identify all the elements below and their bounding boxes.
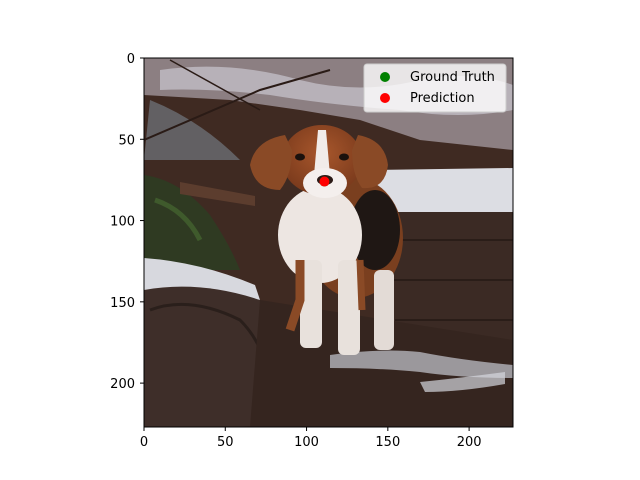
x-axis: 0 50 100 150 200 <box>140 427 482 450</box>
legend-marker-prediction <box>380 93 390 103</box>
axes-frame <box>143 57 514 428</box>
y-tick-label: 150 <box>110 296 135 311</box>
x-tick-label: 150 <box>375 435 400 450</box>
legend-label-ground-truth: Ground Truth <box>410 70 495 85</box>
x-tick-label: 100 <box>294 435 319 450</box>
y-tick-label: 200 <box>110 377 135 392</box>
x-tick-label: 0 <box>140 435 148 450</box>
y-tick-label: 100 <box>110 215 135 230</box>
legend-marker-ground-truth <box>380 72 390 82</box>
legend: Ground Truth Prediction <box>363 63 507 113</box>
legend-frame <box>363 63 507 113</box>
y-axis: 0 50 100 150 200 <box>110 52 144 392</box>
y-tick-label: 50 <box>118 133 135 148</box>
y-tick-label: 0 <box>127 52 135 67</box>
x-tick-label: 200 <box>457 435 482 450</box>
x-tick-label: 50 <box>217 435 234 450</box>
dog <box>250 125 403 355</box>
point-prediction <box>319 176 330 187</box>
beagle-photo <box>144 58 513 427</box>
data-points <box>319 176 330 187</box>
legend-label-prediction: Prediction <box>410 91 475 106</box>
